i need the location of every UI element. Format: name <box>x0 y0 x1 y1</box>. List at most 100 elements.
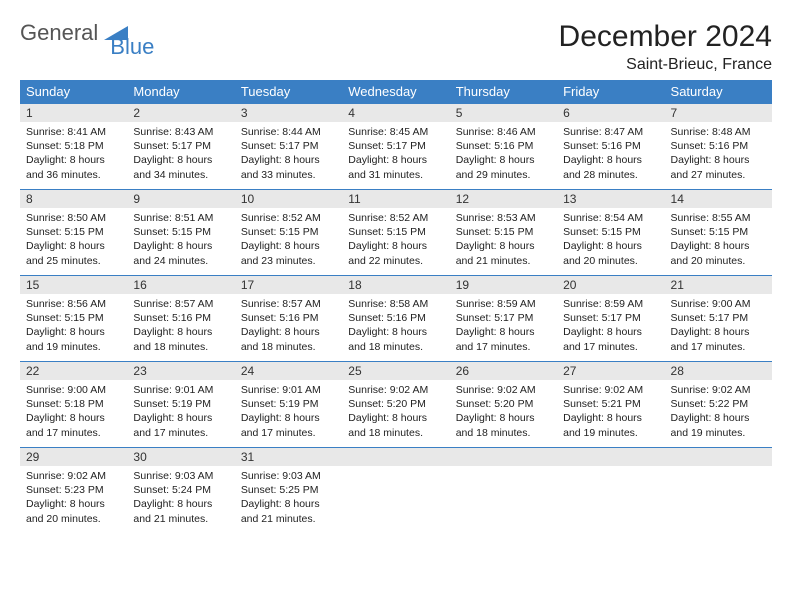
sunset-line: Sunset: 5:20 PM <box>456 397 551 411</box>
calendar-day-cell: 30Sunrise: 9:03 AMSunset: 5:24 PMDayligh… <box>127 448 234 534</box>
sunset-line: Sunset: 5:19 PM <box>133 397 228 411</box>
day-details: Sunrise: 9:00 AMSunset: 5:18 PMDaylight:… <box>20 380 127 444</box>
day-number: 2 <box>127 104 234 122</box>
daylight-line: Daylight: 8 hours and 18 minutes. <box>456 411 551 439</box>
sunrise-line: Sunrise: 9:02 AM <box>671 383 766 397</box>
daylight-line: Daylight: 8 hours and 17 minutes. <box>133 411 228 439</box>
day-details: Sunrise: 8:41 AMSunset: 5:18 PMDaylight:… <box>20 122 127 186</box>
day-number: 10 <box>235 190 342 208</box>
day-number: 23 <box>127 362 234 380</box>
sunrise-line: Sunrise: 8:58 AM <box>348 297 443 311</box>
calendar-day-cell: 20Sunrise: 8:59 AMSunset: 5:17 PMDayligh… <box>557 276 664 362</box>
day-details: Sunrise: 8:57 AMSunset: 5:16 PMDaylight:… <box>235 294 342 358</box>
calendar-day-cell: 11Sunrise: 8:52 AMSunset: 5:15 PMDayligh… <box>342 190 449 276</box>
calendar-day-cell: 18Sunrise: 8:58 AMSunset: 5:16 PMDayligh… <box>342 276 449 362</box>
weekday-header: Monday <box>127 80 234 104</box>
sunrise-line: Sunrise: 8:56 AM <box>26 297 121 311</box>
sunrise-line: Sunrise: 8:57 AM <box>241 297 336 311</box>
day-details: Sunrise: 8:56 AMSunset: 5:15 PMDaylight:… <box>20 294 127 358</box>
day-details: Sunrise: 8:43 AMSunset: 5:17 PMDaylight:… <box>127 122 234 186</box>
sunset-line: Sunset: 5:15 PM <box>133 225 228 239</box>
day-details: Sunrise: 8:47 AMSunset: 5:16 PMDaylight:… <box>557 122 664 186</box>
sunrise-line: Sunrise: 8:59 AM <box>456 297 551 311</box>
sunset-line: Sunset: 5:15 PM <box>456 225 551 239</box>
calendar-day-cell: 25Sunrise: 9:02 AMSunset: 5:20 PMDayligh… <box>342 362 449 448</box>
calendar-day-cell: 4Sunrise: 8:45 AMSunset: 5:17 PMDaylight… <box>342 104 449 190</box>
sunset-line: Sunset: 5:18 PM <box>26 139 121 153</box>
calendar-week-row: 1Sunrise: 8:41 AMSunset: 5:18 PMDaylight… <box>20 104 772 190</box>
calendar-day-cell: 15Sunrise: 8:56 AMSunset: 5:15 PMDayligh… <box>20 276 127 362</box>
day-number: 6 <box>557 104 664 122</box>
day-details: Sunrise: 9:03 AMSunset: 5:24 PMDaylight:… <box>127 466 234 530</box>
sunrise-line: Sunrise: 8:54 AM <box>563 211 658 225</box>
sunset-line: Sunset: 5:15 PM <box>241 225 336 239</box>
day-number: 24 <box>235 362 342 380</box>
calendar-day-cell <box>450 448 557 534</box>
daylight-line: Daylight: 8 hours and 18 minutes. <box>133 325 228 353</box>
location-label: Saint-Brieuc, France <box>559 56 772 74</box>
sunrise-line: Sunrise: 9:01 AM <box>133 383 228 397</box>
day-details: Sunrise: 9:02 AMSunset: 5:20 PMDaylight:… <box>342 380 449 444</box>
day-details: Sunrise: 8:50 AMSunset: 5:15 PMDaylight:… <box>20 208 127 272</box>
sunset-line: Sunset: 5:15 PM <box>563 225 658 239</box>
calendar-day-cell: 24Sunrise: 9:01 AMSunset: 5:19 PMDayligh… <box>235 362 342 448</box>
sunset-line: Sunset: 5:17 PM <box>348 139 443 153</box>
day-details: Sunrise: 8:46 AMSunset: 5:16 PMDaylight:… <box>450 122 557 186</box>
logo-text-blue: Blue <box>110 34 154 60</box>
sunset-line: Sunset: 5:16 PM <box>348 311 443 325</box>
day-details: Sunrise: 9:00 AMSunset: 5:17 PMDaylight:… <box>665 294 772 358</box>
day-number: 3 <box>235 104 342 122</box>
title-block: December 2024 Saint-Brieuc, France <box>559 20 772 74</box>
day-details: Sunrise: 8:45 AMSunset: 5:17 PMDaylight:… <box>342 122 449 186</box>
day-number: 30 <box>127 448 234 466</box>
daylight-line: Daylight: 8 hours and 20 minutes. <box>671 239 766 267</box>
daylight-line: Daylight: 8 hours and 29 minutes. <box>456 153 551 181</box>
sunrise-line: Sunrise: 8:46 AM <box>456 125 551 139</box>
day-number: 29 <box>20 448 127 466</box>
sunset-line: Sunset: 5:16 PM <box>456 139 551 153</box>
sunrise-line: Sunrise: 8:52 AM <box>348 211 443 225</box>
daylight-line: Daylight: 8 hours and 18 minutes. <box>348 411 443 439</box>
sunset-line: Sunset: 5:21 PM <box>563 397 658 411</box>
calendar-day-cell <box>342 448 449 534</box>
sunrise-line: Sunrise: 8:59 AM <box>563 297 658 311</box>
sunrise-line: Sunrise: 9:02 AM <box>348 383 443 397</box>
sunset-line: Sunset: 5:16 PM <box>563 139 658 153</box>
daylight-line: Daylight: 8 hours and 17 minutes. <box>563 325 658 353</box>
sunset-line: Sunset: 5:25 PM <box>241 483 336 497</box>
day-details: Sunrise: 9:02 AMSunset: 5:22 PMDaylight:… <box>665 380 772 444</box>
sunset-line: Sunset: 5:22 PM <box>671 397 766 411</box>
sunrise-line: Sunrise: 8:45 AM <box>348 125 443 139</box>
sunset-line: Sunset: 5:16 PM <box>241 311 336 325</box>
calendar-day-cell: 14Sunrise: 8:55 AMSunset: 5:15 PMDayligh… <box>665 190 772 276</box>
sunset-line: Sunset: 5:17 PM <box>456 311 551 325</box>
daylight-line: Daylight: 8 hours and 17 minutes. <box>241 411 336 439</box>
weekday-header-row: SundayMondayTuesdayWednesdayThursdayFrid… <box>20 80 772 104</box>
sunrise-line: Sunrise: 8:44 AM <box>241 125 336 139</box>
calendar-day-cell: 19Sunrise: 8:59 AMSunset: 5:17 PMDayligh… <box>450 276 557 362</box>
day-details: Sunrise: 9:01 AMSunset: 5:19 PMDaylight:… <box>235 380 342 444</box>
day-details: Sunrise: 8:48 AMSunset: 5:16 PMDaylight:… <box>665 122 772 186</box>
calendar-day-cell: 16Sunrise: 8:57 AMSunset: 5:16 PMDayligh… <box>127 276 234 362</box>
daylight-line: Daylight: 8 hours and 19 minutes. <box>26 325 121 353</box>
header: General Blue December 2024 Saint-Brieuc,… <box>20 20 772 74</box>
sunset-line: Sunset: 5:15 PM <box>348 225 443 239</box>
daylight-line: Daylight: 8 hours and 36 minutes. <box>26 153 121 181</box>
day-details: Sunrise: 8:51 AMSunset: 5:15 PMDaylight:… <box>127 208 234 272</box>
day-number: 1 <box>20 104 127 122</box>
day-number: 12 <box>450 190 557 208</box>
weekday-header: Saturday <box>665 80 772 104</box>
calendar-day-cell: 12Sunrise: 8:53 AMSunset: 5:15 PMDayligh… <box>450 190 557 276</box>
day-details: Sunrise: 9:02 AMSunset: 5:21 PMDaylight:… <box>557 380 664 444</box>
day-details: Sunrise: 8:55 AMSunset: 5:15 PMDaylight:… <box>665 208 772 272</box>
sunrise-line: Sunrise: 9:02 AM <box>456 383 551 397</box>
calendar-day-cell: 27Sunrise: 9:02 AMSunset: 5:21 PMDayligh… <box>557 362 664 448</box>
day-details: Sunrise: 8:57 AMSunset: 5:16 PMDaylight:… <box>127 294 234 358</box>
sunset-line: Sunset: 5:17 PM <box>671 311 766 325</box>
day-number: 5 <box>450 104 557 122</box>
sunrise-line: Sunrise: 8:52 AM <box>241 211 336 225</box>
calendar-day-cell: 21Sunrise: 9:00 AMSunset: 5:17 PMDayligh… <box>665 276 772 362</box>
day-details: Sunrise: 8:53 AMSunset: 5:15 PMDaylight:… <box>450 208 557 272</box>
weekday-header: Sunday <box>20 80 127 104</box>
day-details: Sunrise: 9:02 AMSunset: 5:20 PMDaylight:… <box>450 380 557 444</box>
